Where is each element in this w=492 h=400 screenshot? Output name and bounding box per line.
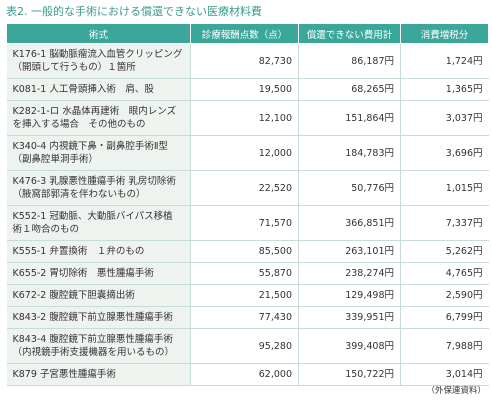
procedure-line: （内視鏡手術支援機器を用いるもの） bbox=[12, 347, 175, 358]
value-cell: 1,724円 bbox=[400, 43, 489, 79]
value-cell: 50,776円 bbox=[298, 170, 401, 206]
value-cell: 71,570 bbox=[190, 205, 299, 241]
value-cell: 3,014円 bbox=[400, 363, 489, 386]
value-cell: 366,851円 bbox=[298, 205, 401, 241]
value-cell: 22,520 bbox=[190, 170, 299, 206]
value-cell: 4,765円 bbox=[400, 262, 489, 285]
value-cell: 7,988円 bbox=[400, 328, 489, 364]
procedure-cell: K555-1 弁置換術 １弁のもの bbox=[6, 240, 191, 263]
procedure-cell: K552-1 冠動脈、大動脈バイパス移植 術１吻合のもの bbox=[6, 205, 191, 241]
procedure-line: 術１吻合のもの bbox=[12, 224, 80, 235]
table-row: K081-1 人工骨頭挿入術 肩、股 19,500 68,265円 1,365円 bbox=[6, 78, 489, 101]
procedure-cell: K655-2 胃切除術 悪性腫瘍手術 bbox=[6, 262, 191, 285]
value-cell: 55,870 bbox=[190, 262, 299, 285]
procedure-line: K552-1 冠動脈、大動脈バイパス移植 bbox=[12, 211, 173, 222]
header-cell: 消費増税分 bbox=[400, 23, 489, 44]
value-cell: 3,037円 bbox=[400, 100, 489, 136]
procedure-line: （腋窩部郭清を伴わないもの） bbox=[12, 189, 146, 200]
value-cell: 21,500 bbox=[190, 284, 299, 307]
value-cell: 7,337円 bbox=[400, 205, 489, 241]
procedure-cell: K282-1-ロ 水晶体再建術 眼内レンズ を挿入する場合 その他のもの bbox=[6, 100, 191, 136]
procedure-line: K843-2 腹腔鏡下前立腺悪性腫瘍手術 bbox=[12, 312, 173, 323]
table-row: K655-2 胃切除術 悪性腫瘍手術 55,870 238,274円 4,765円 bbox=[6, 262, 489, 285]
procedure-line: K282-1-ロ 水晶体再建術 眼内レンズ bbox=[12, 106, 177, 117]
procedure-line: を挿入する場合 その他のもの bbox=[12, 119, 146, 130]
value-cell: 12,100 bbox=[190, 100, 299, 136]
value-cell: 263,101円 bbox=[298, 240, 401, 263]
value-cell: 150,722円 bbox=[298, 363, 401, 386]
value-cell: 19,500 bbox=[190, 78, 299, 101]
value-cell: 12,000 bbox=[190, 135, 299, 171]
value-cell: 68,265円 bbox=[298, 78, 401, 101]
procedure-line: K340-4 内視鏡下鼻・副鼻腔手術Ⅱ型 bbox=[12, 141, 169, 152]
procedure-line: K555-1 弁置換術 １弁のもの bbox=[12, 246, 145, 257]
value-cell: 3,696円 bbox=[400, 135, 489, 171]
value-cell: 129,498円 bbox=[298, 284, 401, 307]
table-row: K555-1 弁置換術 １弁のもの 85,500 263,101円 5,262円 bbox=[6, 240, 489, 263]
value-cell: 339,951円 bbox=[298, 306, 401, 329]
value-cell: 1,015円 bbox=[400, 170, 489, 206]
value-cell: 62,000 bbox=[190, 363, 299, 386]
procedure-line: K081-1 人工骨頭挿入術 肩、股 bbox=[12, 84, 154, 95]
table-row: K672-2 腹腔鏡下胆嚢摘出術 21,500 129,498円 2,590円 bbox=[6, 284, 489, 307]
procedure-cell: K843-4 腹腔鏡下前立腺悪性腫瘍手術 （内視鏡手術支援機器を用いるもの） bbox=[6, 328, 191, 364]
table-title: 表2. 一般的な手術における償還できない医療材料費 bbox=[6, 5, 262, 18]
value-cell: 151,864円 bbox=[298, 100, 401, 136]
procedure-line: K672-2 腹腔鏡下胆嚢摘出術 bbox=[12, 290, 135, 301]
table-row: K552-1 冠動脈、大動脈バイパス移植 術１吻合のもの 71,570 366,851… bbox=[6, 205, 489, 241]
procedure-cell: K176-1 脳動脈瘤流入血管クリッピング （開頭して行うもの）１箇所 bbox=[6, 43, 191, 79]
value-cell: 6,799円 bbox=[400, 306, 489, 329]
table-row: K282-1-ロ 水晶体再建術 眼内レンズ を挿入する場合 その他のもの 12,10… bbox=[6, 100, 489, 136]
table-row: K476-3 乳腺悪性腫瘍手術 乳房切除術 （腋窩部郭清を伴わないもの） 22,52… bbox=[6, 170, 489, 206]
procedure-cell: K672-2 腹腔鏡下胆嚢摘出術 bbox=[6, 284, 191, 307]
table-body: K176-1 脳動脈瘤流入血管クリッピング （開頭して行うもの）１箇所 82,730… bbox=[6, 43, 489, 386]
table-row: K340-4 内視鏡下鼻・副鼻腔手術Ⅱ型 （副鼻腔単洞手術） 12,000 184,7… bbox=[6, 135, 489, 171]
procedure-line: （副鼻腔単洞手術） bbox=[12, 154, 99, 165]
table-row: K843-4 腹腔鏡下前立腺悪性腫瘍手術 （内視鏡手術支援機器を用いるもの） 95,… bbox=[6, 328, 489, 364]
procedure-cell: K879 子宮悪性腫瘍手術 bbox=[6, 363, 191, 386]
value-cell: 86,187円 bbox=[298, 43, 401, 79]
header-cell: 診療報酬点数（点） bbox=[190, 23, 299, 44]
value-cell: 77,430 bbox=[190, 306, 299, 329]
value-cell: 184,783円 bbox=[298, 135, 401, 171]
procedure-cell: K843-2 腹腔鏡下前立腺悪性腫瘍手術 bbox=[6, 306, 191, 329]
table-row: K879 子宮悪性腫瘍手術 62,000 150,722円 3,014円 bbox=[6, 363, 489, 386]
procedure-cell: K340-4 内視鏡下鼻・副鼻腔手術Ⅱ型 （副鼻腔単洞手術） bbox=[6, 135, 191, 171]
table: 術式 診療報酬点数（点） 償還できない費用計 消費増税分 K176-1 脳動脈瘤流入血… bbox=[6, 23, 489, 386]
value-cell: 95,280 bbox=[190, 328, 299, 364]
value-cell: 5,262円 bbox=[400, 240, 489, 263]
value-cell: 2,590円 bbox=[400, 284, 489, 307]
procedure-line: K476-3 乳腺悪性腫瘍手術 乳房切除術 bbox=[12, 176, 176, 187]
value-cell: 85,500 bbox=[190, 240, 299, 263]
table-row: K176-1 脳動脈瘤流入血管クリッピング （開頭して行うもの）１箇所 82,730… bbox=[6, 43, 489, 79]
table-row: K843-2 腹腔鏡下前立腺悪性腫瘍手術 77,430 339,951円 6,799円 bbox=[6, 306, 489, 329]
procedure-line: K655-2 胃切除術 悪性腫瘍手術 bbox=[12, 268, 154, 279]
procedure-cell: K476-3 乳腺悪性腫瘍手術 乳房切除術 （腋窩部郭清を伴わないもの） bbox=[6, 170, 191, 206]
header-cell: 償還できない費用計 bbox=[298, 23, 401, 44]
header-cell: 術式 bbox=[6, 23, 191, 44]
value-cell: 1,365円 bbox=[400, 78, 489, 101]
value-cell: 399,408円 bbox=[298, 328, 401, 364]
procedure-line: K879 子宮悪性腫瘍手術 bbox=[12, 369, 116, 380]
value-cell: 82,730 bbox=[190, 43, 299, 79]
procedure-line: K176-1 脳動脈瘤流入血管クリッピング bbox=[12, 49, 183, 60]
header-row: 術式 診療報酬点数（点） 償還できない費用計 消費増税分 bbox=[6, 23, 489, 44]
procedure-line: （開頭して行うもの）１箇所 bbox=[12, 62, 136, 73]
procedure-line: K843-4 腹腔鏡下前立腺悪性腫瘍手術 bbox=[12, 334, 173, 345]
procedure-cell: K081-1 人工骨頭挿入術 肩、股 bbox=[6, 78, 191, 101]
value-cell: 238,274円 bbox=[298, 262, 401, 285]
source-note: （外保連資料） bbox=[426, 386, 486, 396]
